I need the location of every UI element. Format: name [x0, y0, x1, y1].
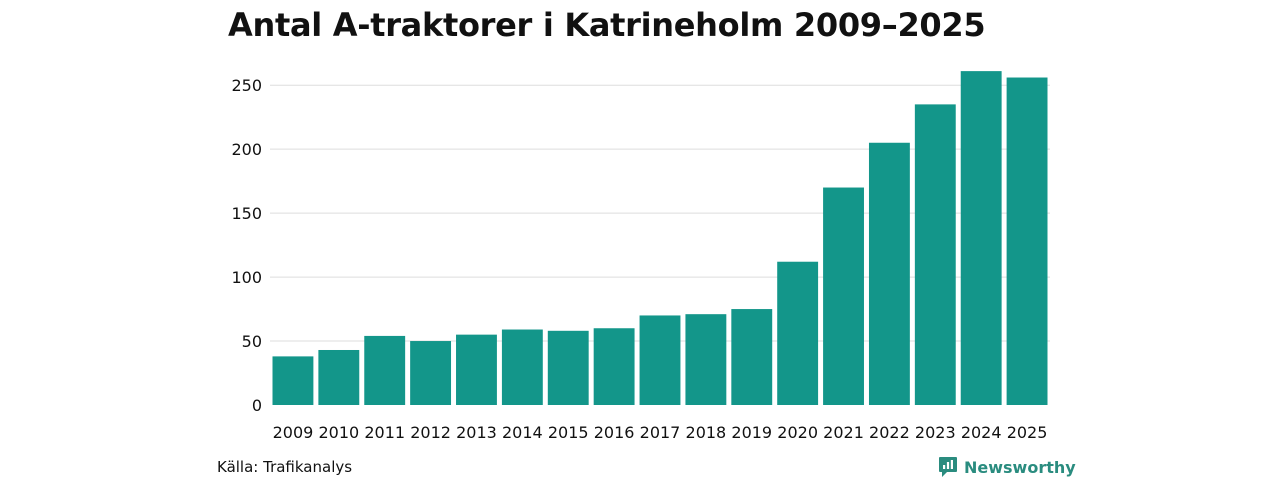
x-tick-label: 2019 — [731, 423, 772, 442]
y-tick-label: 150 — [231, 204, 262, 223]
x-tick-label: 2021 — [823, 423, 864, 442]
bar-2015 — [547, 330, 589, 405]
x-tick-label: 2025 — [1007, 423, 1048, 442]
x-tick-label: 2016 — [594, 423, 635, 442]
y-tick-label: 0 — [252, 396, 262, 415]
newsworthy-logo-icon — [939, 457, 957, 477]
chart-title: Antal A-traktorer i Katrineholm 2009–202… — [228, 6, 986, 44]
bar-2010 — [318, 349, 360, 405]
bar-2016 — [593, 328, 635, 405]
x-tick-label: 2020 — [777, 423, 818, 442]
bars — [272, 71, 1048, 406]
bar-2019 — [731, 309, 773, 405]
bar-2011 — [364, 335, 406, 405]
x-tick-label: 2015 — [548, 423, 589, 442]
y-axis-ticks: 0 50 100 150 200 250 — [231, 76, 262, 415]
bar-2009 — [272, 356, 314, 405]
y-tick-label: 50 — [242, 332, 262, 351]
x-tick-label: 2013 — [456, 423, 497, 442]
source-note: Källa: Trafikanalys — [217, 458, 353, 476]
y-tick-label: 100 — [231, 268, 262, 287]
y-tick-label: 200 — [231, 140, 262, 159]
bar-2012 — [410, 341, 452, 405]
bar-2018 — [685, 314, 727, 405]
x-tick-label: 2012 — [410, 423, 451, 442]
x-tick-label: 2011 — [364, 423, 405, 442]
x-tick-label: 2022 — [869, 423, 910, 442]
x-tick-label: 2014 — [502, 423, 543, 442]
x-tick-label: 2017 — [640, 423, 681, 442]
x-tick-label: 2010 — [318, 423, 359, 442]
bar-2023 — [914, 104, 956, 406]
bar-2025 — [1006, 77, 1048, 405]
bar-2013 — [456, 334, 497, 405]
bar-chart: 0 50 100 150 200 250 2009 2010 2011 2012 2013 2014… — [231, 71, 1050, 442]
brand-name: Newsworthy — [964, 457, 1076, 477]
bar-2014 — [501, 329, 543, 405]
x-tick-label: 2024 — [961, 423, 1002, 442]
x-tick-label: 2023 — [915, 423, 956, 442]
bar-2024 — [960, 71, 1002, 406]
bar-2022 — [868, 142, 910, 406]
bar-2021 — [823, 187, 864, 405]
bar-2017 — [639, 315, 681, 405]
brand: Newsworthy — [938, 456, 1076, 478]
y-tick-label: 250 — [231, 76, 262, 95]
bar-2020 — [777, 261, 819, 405]
x-tick-label: 2018 — [686, 423, 727, 442]
x-tick-label: 2009 — [273, 423, 314, 442]
x-axis-ticks: 2009 2010 2011 2012 2013 2014 2015 2016 2017 2018… — [273, 423, 1048, 442]
